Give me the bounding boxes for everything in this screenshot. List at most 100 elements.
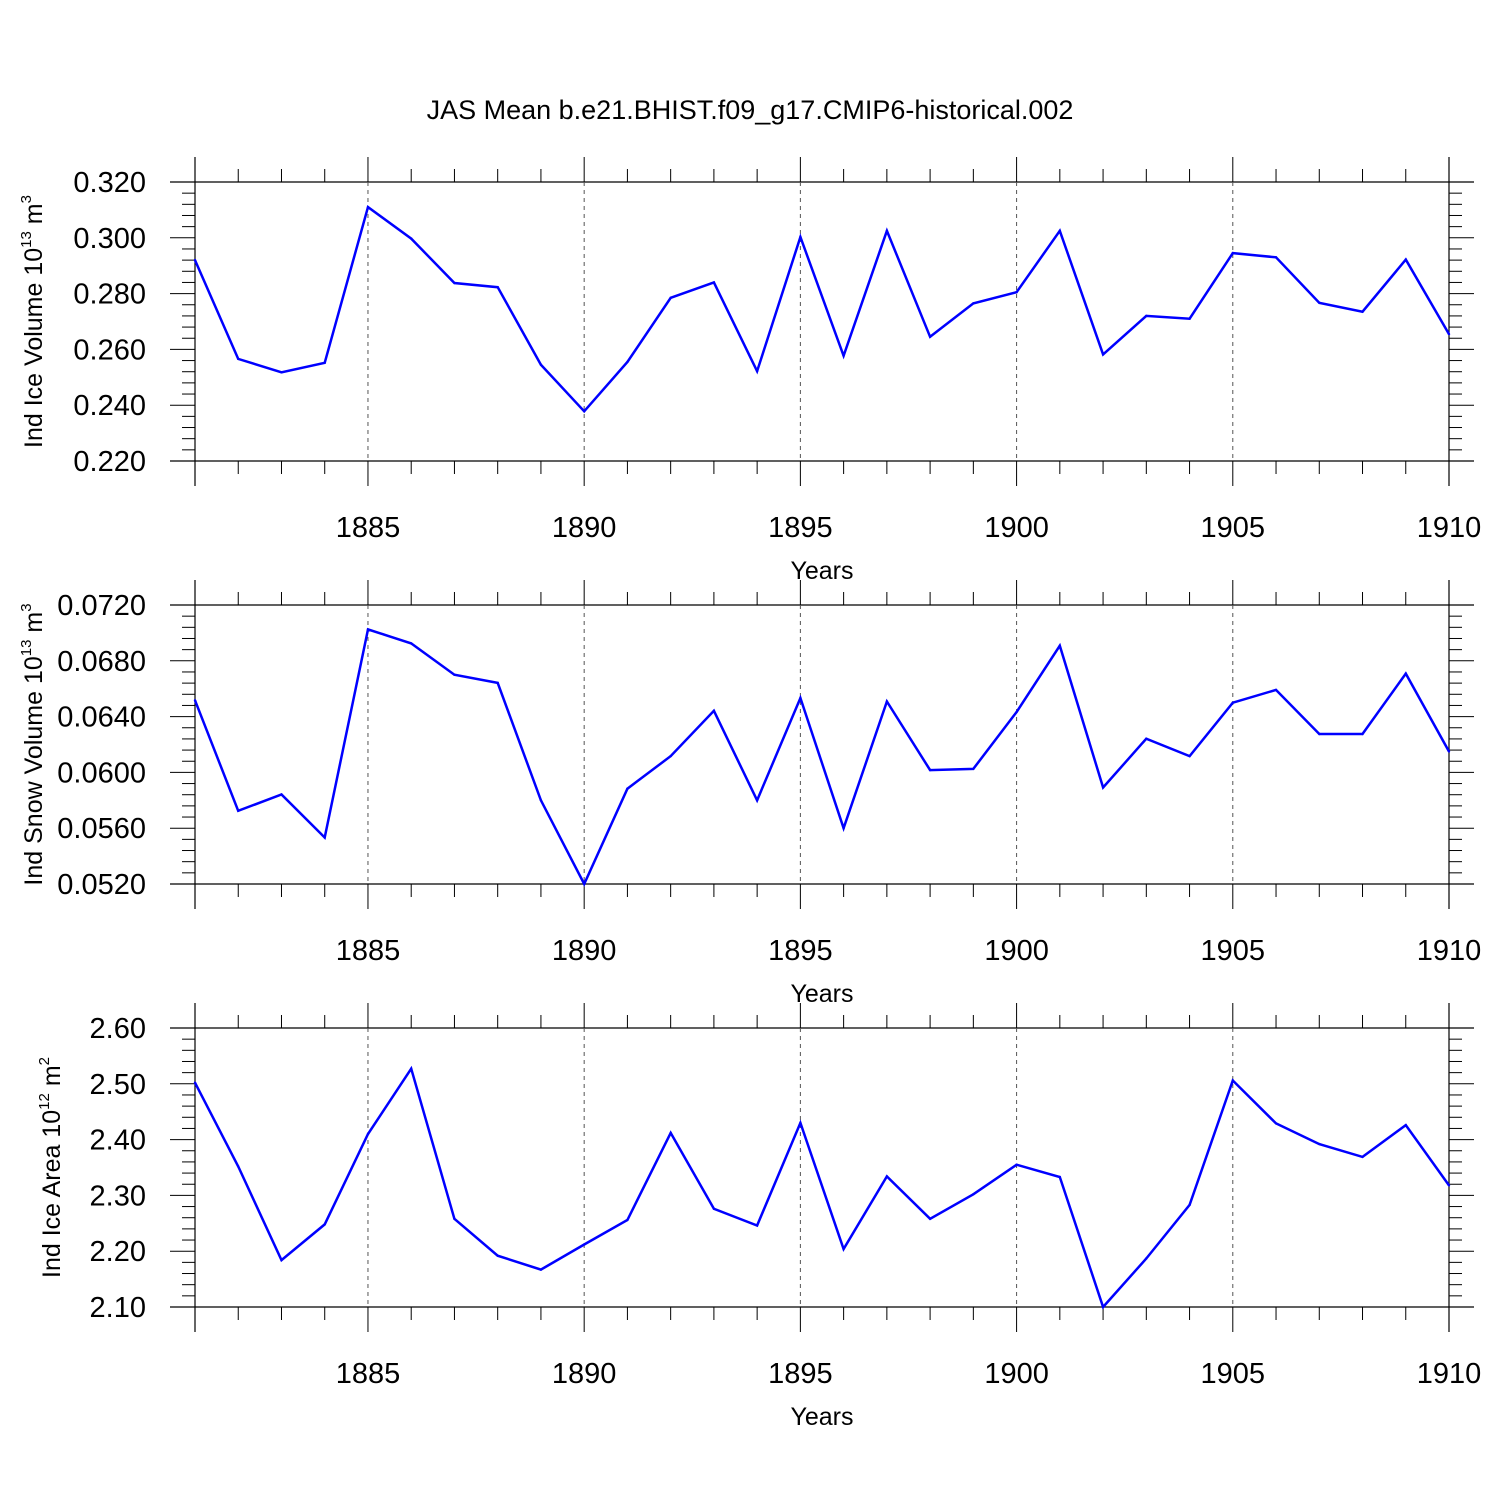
y-axis-title-exponent: 12 [36,1093,53,1110]
data-point [712,1207,716,1211]
data-point [972,302,975,305]
data-point [1274,1122,1278,1125]
data-point [928,768,932,772]
data-point [842,1247,845,1251]
data-point [669,1131,672,1135]
y-axis-title-unit: m [20,203,48,231]
x-tick-label: 1885 [336,1358,401,1390]
y-tick-label: 0.0680 [57,646,146,678]
data-point [799,235,802,239]
y-tick-label: 0.0640 [57,702,146,734]
data-point [669,296,672,299]
data-point [626,1218,629,1222]
x-tick-label: 1905 [1201,512,1266,544]
data-point [496,681,499,685]
data-point [539,1268,543,1271]
y-tick-label: 2.50 [90,1069,146,1101]
data-point [583,882,586,886]
data-point [1188,317,1191,320]
x-tick-label: 1895 [768,1358,833,1390]
x-tick-label: 1905 [1201,1358,1266,1390]
data-point [280,793,283,796]
data-point [1015,291,1018,294]
data-point [366,628,370,631]
x-tick-label: 1905 [1201,935,1266,967]
y-axis-title: Ind Ice Volume 1013 m3 [18,195,48,448]
data-point [799,696,802,700]
y-tick-label: 0.320 [73,167,146,199]
y-axis-title-unit: m [38,1065,66,1093]
y-tick-label: 2.10 [90,1292,146,1324]
data-point [193,258,197,262]
data-point [193,1081,197,1084]
y-tick-label: 2.20 [90,1236,146,1268]
data-point [1318,1142,1321,1146]
data-point [1101,353,1105,356]
y-axis-title: Ind Snow Volume 1013 m3 [18,603,48,885]
y-axis-title-unit: m [20,612,48,640]
data-point [1058,229,1062,232]
data-point [323,836,326,839]
data-point [1404,672,1408,675]
data-point [583,1243,586,1246]
data-point [453,281,456,285]
data-point [755,370,759,373]
data-point [885,1175,889,1178]
data-point [1101,1305,1105,1309]
x-tick-label: 1910 [1417,512,1482,544]
data-point [280,1258,283,1262]
series-line [193,1065,1451,1310]
y-tick-label: 0.300 [73,223,146,255]
y-tick-label: 2.30 [90,1180,146,1212]
y-axis-title-unit-exponent: 3 [18,603,35,611]
x-axis-title: Years [790,1403,853,1431]
data-point [453,1217,456,1221]
data-point [366,205,370,209]
y-axis-title-main: Ind Ice Area 10 [38,1110,66,1278]
y-axis-title-exponent: 13 [18,231,35,248]
data-point [1188,754,1191,758]
series-line [193,205,1451,414]
y-axis-title-main: Ind Ice Volume 10 [20,248,48,448]
data-point [626,360,629,364]
data-point [1145,737,1148,740]
data-point [1188,1203,1191,1207]
y-axis-title-unit-exponent: 2 [36,1057,53,1065]
data-point [366,1132,370,1136]
x-tick-label: 1890 [552,1358,617,1390]
data-point [410,237,413,240]
x-tick-label: 1910 [1417,1358,1482,1390]
y-tick-label: 0.220 [73,446,146,478]
x-tick-label: 1900 [984,512,1049,544]
y-axis-title-exponent: 13 [18,640,35,657]
data-point [1231,1079,1235,1082]
data-point [539,799,543,802]
x-tick-label: 1890 [552,512,617,544]
data-point [193,699,197,702]
data-point [972,1193,975,1196]
data-point [1058,1175,1062,1179]
y-tick-label: 0.240 [73,390,146,422]
data-point [755,799,759,802]
data-point [539,363,543,366]
x-tick-label: 1890 [552,935,617,967]
data-point [885,700,889,703]
data-point [1274,688,1278,692]
data-point [928,335,932,338]
data-point [712,281,716,284]
data-point [885,229,889,232]
data-point [1404,1123,1408,1127]
panel-2: 1885 1890 1895 1900 1905 1910 Years 0.0520 0.056… [18,580,1481,1008]
data-point [842,827,845,830]
data-point [1058,644,1062,647]
y-tick-label: 0.0720 [57,590,146,622]
data-point [323,1223,326,1226]
data-point [237,809,240,812]
data-point [1274,256,1278,259]
x-tick-label: 1910 [1417,935,1482,967]
series-line [193,627,1451,887]
data-point [237,1165,240,1168]
data-point [1231,251,1235,255]
y-tick-label: 0.0560 [57,813,146,845]
